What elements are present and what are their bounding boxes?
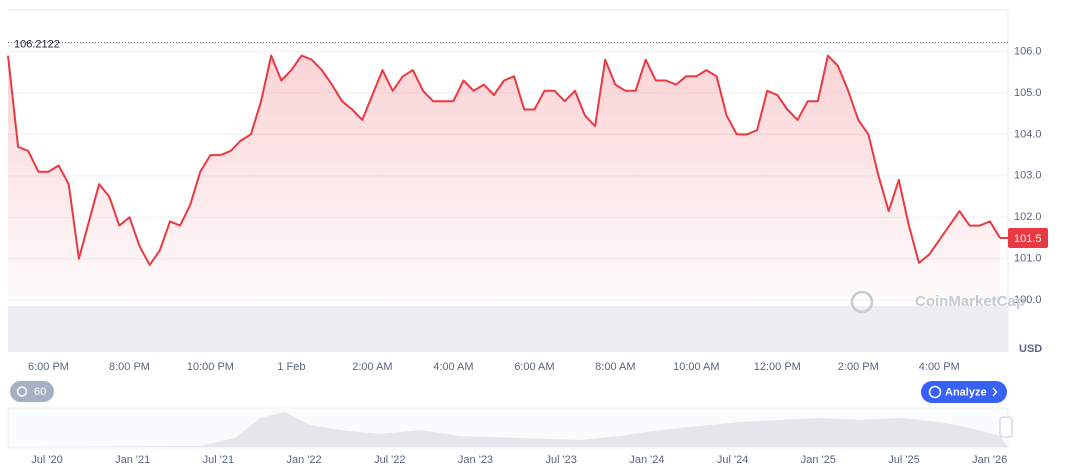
x-tick-label: 8:00 AM <box>595 361 635 373</box>
price-badge-label: 101.5 <box>1014 233 1042 245</box>
navigator-label: Jul '25 <box>888 454 919 466</box>
y-axis-label: USD <box>1019 343 1042 355</box>
navigator-label: Jul '23 <box>545 454 576 466</box>
x-tick-label: 1 Feb <box>277 361 305 373</box>
analyze-button-bg[interactable] <box>921 381 1007 403</box>
x-tick-label: 2:00 PM <box>838 361 879 373</box>
plot: 106.2122 101.5 <box>7 39 1048 301</box>
interval-pill[interactable]: 60 <box>10 381 54 402</box>
navigator-label: Jan '26 <box>972 454 1007 466</box>
max-label: 106.2122 <box>14 39 60 51</box>
navigator-label: Jan '23 <box>458 454 493 466</box>
navigator-label: Jul '21 <box>203 454 234 466</box>
x-tick-label: 6:00 PM <box>28 361 69 373</box>
price-line <box>7 54 1001 266</box>
y-tick-label: 106.0 <box>1014 45 1042 57</box>
x-tick-label: 10:00 PM <box>187 361 234 373</box>
watermark-logo <box>850 290 874 314</box>
y-tick-label: 100.0 <box>1014 294 1042 306</box>
navigator-label: Jan '21 <box>115 454 150 466</box>
navigator-handle[interactable] <box>999 416 1013 438</box>
price-badge <box>1008 228 1048 248</box>
x-tick-label: 12:00 PM <box>754 361 801 373</box>
navigator-label: Jul '20 <box>31 454 62 466</box>
x-tick-label: 6:00 AM <box>514 361 554 373</box>
x-tick-label: 4:00 AM <box>433 361 473 373</box>
interval-icon <box>16 386 28 397</box>
x-tick-label: 4:00 PM <box>919 361 960 373</box>
navigator-label: Jan '22 <box>287 454 322 466</box>
watermark: CoinMarketCap <box>915 293 1025 310</box>
analyze-label[interactable]: Analyze <box>945 386 987 398</box>
navigator-labels: Jul '20 Jan '21 Jul '21 Jan '22 Jul '22 Jan '… <box>31 454 1007 466</box>
x-tick-label: 10:00 AM <box>673 361 719 373</box>
volume-strip <box>8 306 1008 352</box>
interval-pill-bg[interactable] <box>10 381 54 402</box>
y-tick-label: 101.0 <box>1014 253 1042 265</box>
area-fill <box>8 55 1000 301</box>
x-tick-label: 2:00 AM <box>352 361 392 373</box>
navigator-area <box>8 412 1008 447</box>
y-tick-label: 104.0 <box>1014 128 1042 140</box>
analyze-chevron <box>992 387 998 397</box>
navigator-label: Jan '24 <box>629 454 664 466</box>
x-tick-label: 8:00 PM <box>109 361 150 373</box>
navigator-label: Jul '24 <box>717 454 748 466</box>
y-tick-label: 103.0 <box>1014 170 1042 182</box>
y-tick-label: 102.0 <box>1014 211 1042 223</box>
analyze-icon <box>928 385 942 399</box>
y-tick-label: 105.0 <box>1014 87 1042 99</box>
analyze-button[interactable]: Analyze <box>921 381 1007 403</box>
navigator-label: Jul '22 <box>374 454 405 466</box>
navigator-label: Jan '25 <box>801 454 836 466</box>
interval-label[interactable]: 60 <box>34 386 46 398</box>
